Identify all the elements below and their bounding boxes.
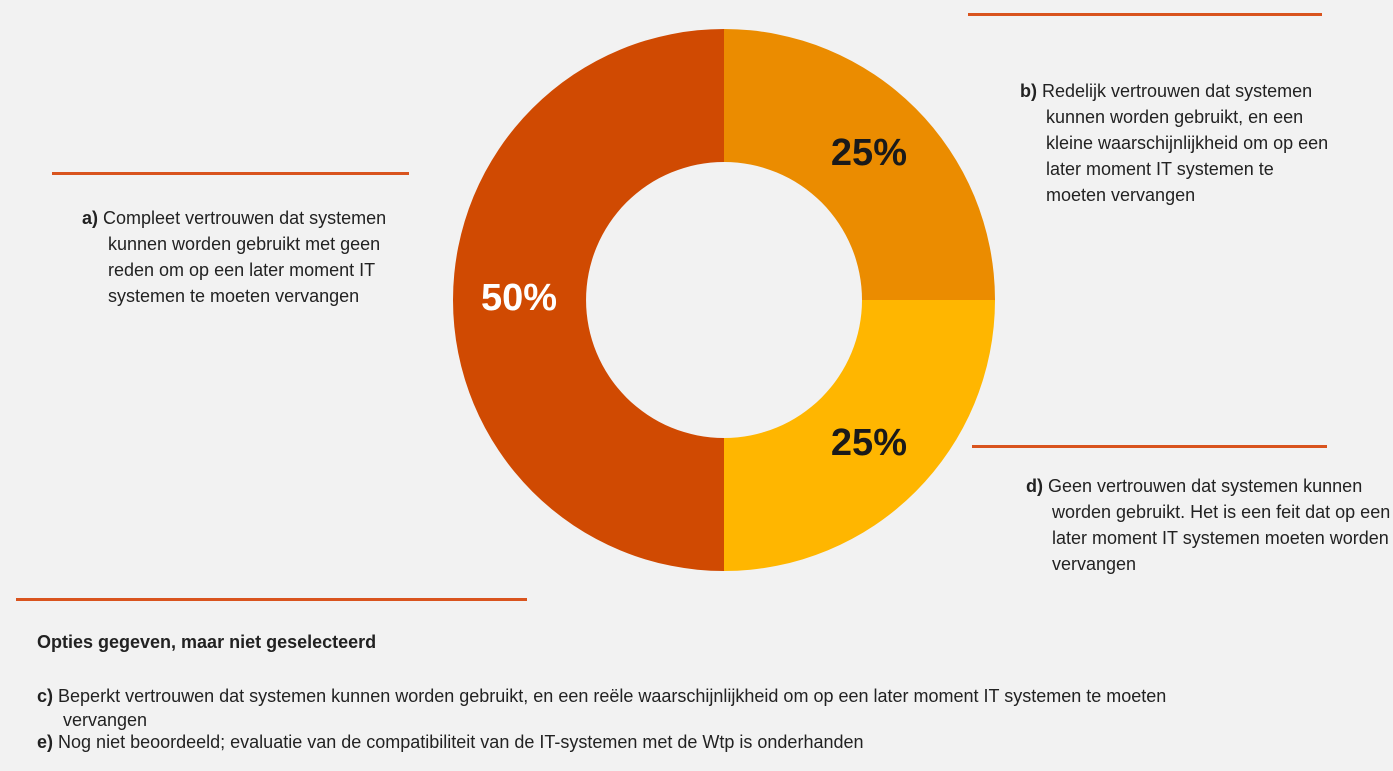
slice [724, 29, 995, 300]
slice-key: a) [82, 208, 99, 228]
slice-key: d) [1026, 476, 1043, 496]
option-text: Nog niet beoordeeld; evaluatie van de co… [58, 732, 864, 752]
slice [453, 29, 724, 571]
option: c) Beperkt vertrouwen dat systemen kunne… [37, 684, 1213, 732]
option: e) Nog niet beoordeeld; evaluatie van de… [37, 730, 1363, 754]
divider [16, 598, 527, 601]
value-label: 25% [831, 422, 907, 464]
option-key: c) [37, 686, 54, 706]
value-label: 25% [831, 132, 907, 174]
slice-label: b) Redelijk vertrouwen dat systemen kunn… [1020, 78, 1336, 208]
option-text: Beperkt vertrouwen dat systemen kunnen w… [58, 686, 1167, 730]
slice-label: d) Geen vertrouwen dat systemen kunnen w… [1026, 473, 1392, 577]
divider [972, 445, 1327, 448]
divider [52, 172, 409, 175]
section-title: Opties gegeven, maar niet geselecteerd [37, 632, 377, 652]
slice-description: Redelijk vertrouwen dat systemen kunnen … [1042, 81, 1329, 205]
value-label: 50% [481, 277, 557, 319]
slice-description: Compleet vertrouwen dat systemen kunnen … [103, 208, 387, 306]
option-key: e) [37, 732, 54, 752]
divider [968, 13, 1322, 16]
slice-description: Geen vertrouwen dat systemen kunnen word… [1048, 476, 1391, 574]
slice-label: a) Compleet vertrouwen dat systemen kunn… [82, 205, 398, 309]
slice-key: b) [1020, 81, 1037, 101]
slice [724, 300, 995, 571]
